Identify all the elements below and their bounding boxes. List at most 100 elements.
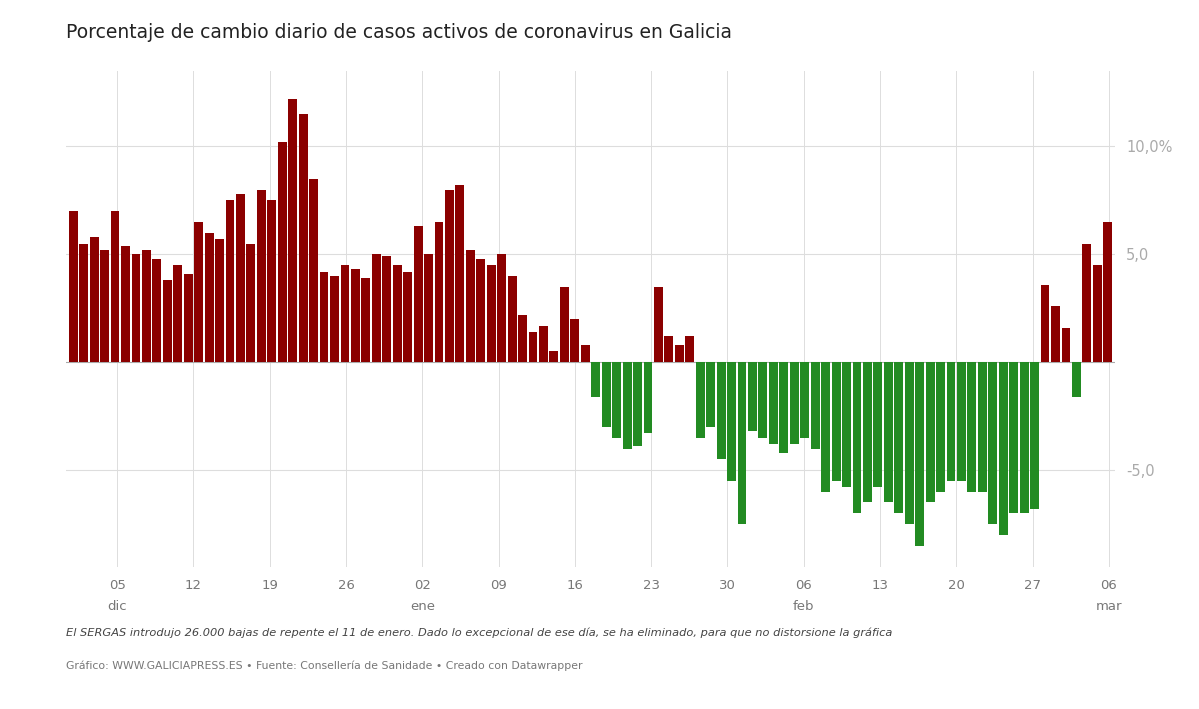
- Text: ene: ene: [410, 600, 435, 613]
- Bar: [174, 265, 182, 362]
- Bar: [811, 362, 820, 449]
- Bar: [110, 211, 120, 362]
- Bar: [257, 189, 266, 362]
- Text: 06: 06: [795, 579, 812, 592]
- Bar: [727, 362, 736, 481]
- Bar: [132, 255, 140, 362]
- Text: 23: 23: [643, 579, 659, 592]
- Bar: [1019, 362, 1029, 513]
- Text: 20: 20: [947, 579, 965, 592]
- Bar: [759, 362, 767, 437]
- Bar: [852, 362, 861, 513]
- Bar: [549, 352, 559, 362]
- Bar: [1072, 362, 1080, 397]
- Bar: [361, 278, 370, 362]
- Bar: [1041, 284, 1049, 362]
- Bar: [873, 362, 882, 487]
- Bar: [507, 276, 517, 362]
- Bar: [675, 345, 683, 362]
- Bar: [633, 362, 641, 447]
- Bar: [1010, 362, 1018, 513]
- Bar: [821, 362, 830, 491]
- Bar: [372, 255, 381, 362]
- Bar: [183, 274, 193, 362]
- Text: 09: 09: [490, 579, 507, 592]
- Bar: [1061, 328, 1071, 362]
- Text: 30: 30: [719, 579, 736, 592]
- Bar: [560, 286, 568, 362]
- Bar: [580, 345, 590, 362]
- Bar: [686, 336, 694, 362]
- Bar: [1083, 243, 1091, 362]
- Bar: [863, 362, 872, 503]
- Bar: [101, 250, 109, 362]
- Bar: [466, 250, 475, 362]
- Text: El SERGAS introdujo 26.000 bajas de repente el 11 de enero. Dado lo excepcional : El SERGAS introdujo 26.000 bajas de repe…: [66, 627, 892, 638]
- Bar: [518, 315, 528, 362]
- Bar: [717, 362, 725, 459]
- Bar: [121, 246, 129, 362]
- Bar: [968, 362, 976, 491]
- Bar: [779, 362, 788, 453]
- Bar: [602, 362, 610, 427]
- Text: 12: 12: [185, 579, 201, 592]
- Bar: [1030, 362, 1040, 509]
- Bar: [278, 142, 287, 362]
- Bar: [926, 362, 934, 503]
- Bar: [571, 319, 579, 362]
- Text: 02: 02: [414, 579, 430, 592]
- Bar: [393, 265, 402, 362]
- Bar: [695, 362, 705, 437]
- Text: 26: 26: [338, 579, 355, 592]
- Bar: [894, 362, 903, 513]
- Bar: [320, 272, 329, 362]
- Bar: [884, 362, 893, 503]
- Bar: [1103, 222, 1113, 362]
- Bar: [487, 265, 495, 362]
- Bar: [644, 362, 652, 433]
- Bar: [403, 272, 412, 362]
- Bar: [141, 250, 151, 362]
- Bar: [653, 286, 663, 362]
- Bar: [299, 114, 308, 362]
- Bar: [946, 362, 956, 481]
- Bar: [288, 99, 297, 362]
- Bar: [529, 332, 537, 362]
- Bar: [591, 362, 601, 397]
- Bar: [330, 276, 339, 362]
- Text: dic: dic: [108, 600, 127, 613]
- Text: 19: 19: [261, 579, 278, 592]
- Bar: [414, 226, 422, 362]
- Bar: [205, 233, 213, 362]
- Bar: [215, 239, 224, 362]
- Text: feb: feb: [793, 600, 814, 613]
- Bar: [225, 201, 235, 362]
- Bar: [79, 243, 89, 362]
- Bar: [936, 362, 945, 491]
- Bar: [800, 362, 809, 437]
- Bar: [1052, 306, 1060, 362]
- Bar: [456, 185, 464, 362]
- Bar: [915, 362, 924, 546]
- Bar: [622, 362, 632, 449]
- Bar: [706, 362, 715, 427]
- Bar: [905, 362, 914, 524]
- Bar: [748, 362, 757, 431]
- Bar: [194, 222, 203, 362]
- Bar: [737, 362, 747, 524]
- Bar: [152, 259, 162, 362]
- Bar: [247, 243, 255, 362]
- Bar: [424, 255, 433, 362]
- Bar: [498, 255, 506, 362]
- Bar: [445, 189, 454, 362]
- Bar: [978, 362, 987, 491]
- Bar: [382, 257, 391, 362]
- Text: 13: 13: [872, 579, 888, 592]
- Bar: [769, 362, 778, 445]
- Bar: [309, 179, 318, 362]
- Bar: [341, 265, 349, 362]
- Bar: [68, 211, 78, 362]
- Bar: [351, 269, 360, 362]
- Bar: [476, 259, 486, 362]
- Bar: [790, 362, 799, 445]
